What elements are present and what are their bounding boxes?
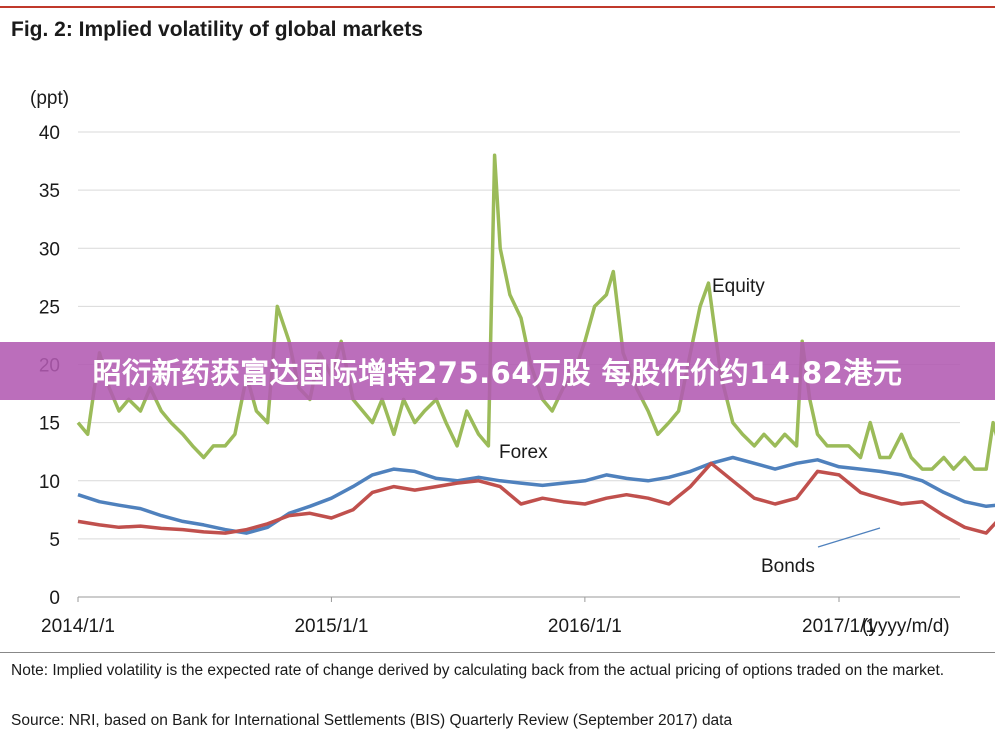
y-tick-label: 30 [39,239,60,260]
series-label-equity: Equity [712,276,765,297]
series-line-bonds [77,461,995,535]
y-tick-label: 25 [39,297,60,318]
x-axis-label: (yyyy/m/d) [862,616,950,637]
y-tick-label: 5 [49,530,60,551]
y-tick-label: 40 [39,123,60,144]
y-tick-label: 15 [39,414,60,435]
x-ticks: 2014/1/1 2015/1/1 2016/1/1 2017/1/1 [41,597,876,637]
y-axis-label: (ppt) [30,88,69,109]
chart: 0510152025303540 2014/1/12015/1/12016/1/… [30,88,995,637]
figure-source: Source: NRI, based on Bank for Internati… [11,712,733,729]
series-lines [76,153,995,535]
bonds-leader-line [817,527,881,548]
figure-note: Note: Implied volatility is the expected… [11,662,945,679]
top-rule [0,6,995,8]
news-banner[interactable]: 昭衍新药获富达国际增持275.64万股 每股作价约14.82港元 [0,342,995,400]
x-tick-label: 2016/1/1 [548,616,622,637]
bottom-rule [0,652,995,653]
y-tick-label: 10 [39,472,60,493]
news-banner-text[interactable]: 昭衍新药获富达国际增持275.64万股 每股作价约14.82港元 [92,356,903,390]
series-line-equity [76,153,995,471]
series-line-forex [77,455,995,535]
series-label-bonds: Bonds [761,556,815,577]
x-tick-label: 2014/1/1 [41,616,115,637]
series-label-forex: Forex [499,442,548,463]
x-tick-label: 2017/1/1 [802,616,876,637]
y-tick-label: 35 [39,181,60,202]
x-tick-label: 2015/1/1 [294,616,368,637]
y-tick-label: 0 [49,588,60,609]
figure-title: Fig. 2: Implied volatility of global mar… [11,18,423,41]
